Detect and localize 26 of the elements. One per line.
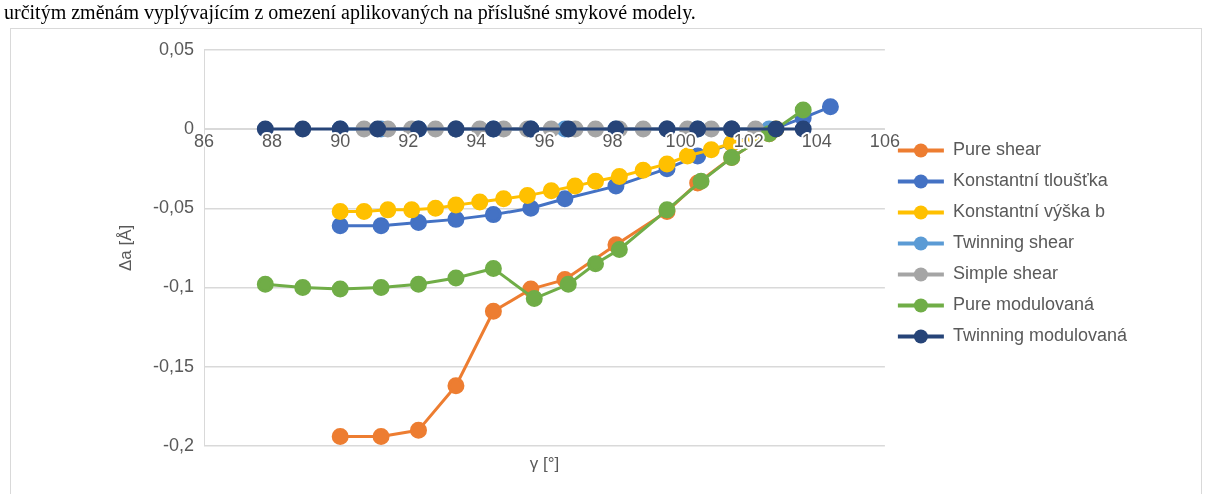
x-tick-label: 92 xyxy=(398,131,419,152)
legend-label: Pure modulovaná xyxy=(952,294,1095,315)
x-tick-label: 104 xyxy=(801,131,832,152)
y-tick-label: -0,15 xyxy=(153,355,195,376)
y-tick-label: -0,1 xyxy=(163,276,195,297)
x-axis-title: γ [°] xyxy=(529,454,560,474)
x-tick-label: 98 xyxy=(602,131,623,152)
legend-label: Twinning modulovaná xyxy=(952,325,1128,346)
x-tick-label: 96 xyxy=(534,131,555,152)
legend-label: Konstantní výška b xyxy=(952,201,1105,222)
legend-label: Konstantní tloušťka xyxy=(952,170,1109,191)
x-tick-label: 90 xyxy=(330,131,351,152)
legend-label: Twinning shear xyxy=(952,232,1074,253)
y-axis-title: Δa [Å] xyxy=(115,224,135,272)
text: určitým změnám vyplývajícím z omezení aplikovaných na příslušné smykové modely. xyxy=(3,0,697,26)
x-tick-label: 100 xyxy=(665,131,696,152)
legend-label: Pure shear xyxy=(952,139,1041,160)
legend-label: Simple shear xyxy=(952,263,1058,284)
y-tick-label: 0,05 xyxy=(158,38,195,59)
x-tick-label: 94 xyxy=(466,131,487,152)
y-tick-label: -0,2 xyxy=(163,434,195,455)
x-tick-label: 86 xyxy=(194,131,215,152)
y-tick-label: -0,05 xyxy=(153,197,195,218)
x-tick-label: 88 xyxy=(262,131,283,152)
y-tick-label: 0 xyxy=(184,118,195,139)
x-tick-label: 106 xyxy=(869,131,900,152)
